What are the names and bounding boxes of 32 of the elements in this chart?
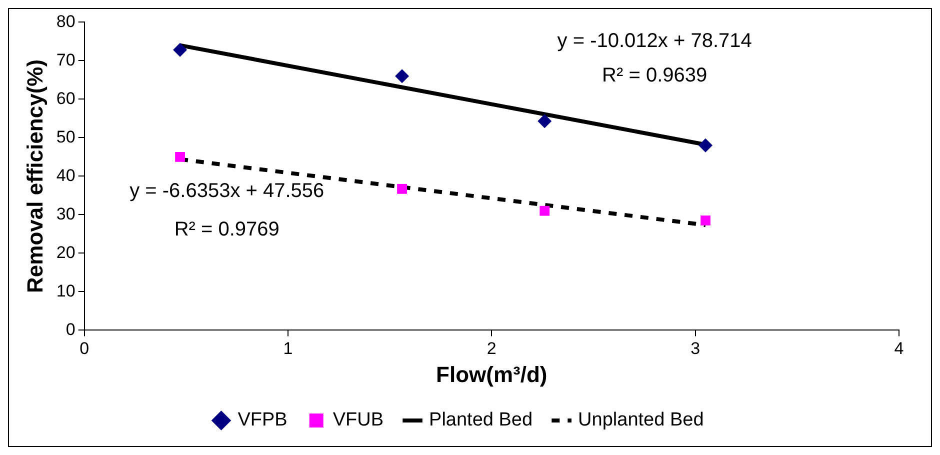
point [397, 184, 407, 194]
x-tick-label: 2 [486, 339, 496, 358]
point [540, 206, 550, 216]
point [538, 114, 552, 128]
legend-label: Planted Bed [429, 410, 533, 431]
y-tick-label: 0 [66, 320, 76, 339]
y-axis-title: Removal efficiency(%) [22, 59, 48, 293]
x-tick-label: 0 [80, 339, 90, 358]
annotation: R² = 0.9769 [174, 218, 280, 241]
x-tick-label: 4 [894, 339, 904, 358]
annotation: y = -6.6353x + 47.556 [130, 180, 324, 202]
y-tick-label: 10 [56, 281, 76, 300]
legend-label: VFUB [332, 410, 384, 431]
y-tick-label: 80 [56, 12, 76, 31]
y-tick-label: 50 [56, 127, 76, 146]
y-tick-label: 20 [56, 242, 76, 262]
legend-label: VFPB [238, 410, 288, 431]
y-tick-label: 40 [56, 166, 76, 185]
x-tick-label: 1 [283, 339, 293, 358]
point [395, 69, 410, 84]
annotation: y = -10.012x + 78.714 [557, 30, 752, 52]
x-tick-label: 3 [690, 339, 700, 358]
point [173, 42, 188, 57]
y-tick-label: 30 [56, 204, 76, 224]
point [698, 138, 713, 152]
y-tick-label: 60 [56, 88, 76, 108]
point [175, 152, 185, 162]
x-axis-title: Flow(m³/d) [436, 362, 548, 387]
y-tick-label: 70 [56, 50, 76, 70]
legend-label: Unplanted Bed [578, 410, 704, 431]
annotation: R² = 0.9639 [602, 64, 708, 87]
point [700, 216, 710, 226]
